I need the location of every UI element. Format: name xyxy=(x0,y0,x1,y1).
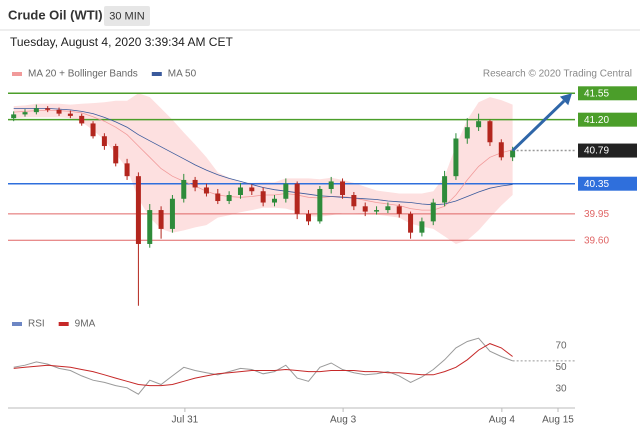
candle-body xyxy=(362,206,368,212)
candle-body xyxy=(408,213,414,233)
legend-swatch xyxy=(12,322,22,326)
candle-body xyxy=(90,123,96,137)
candle-body xyxy=(476,121,482,128)
candle-body xyxy=(317,188,323,222)
legend-label: 9MA xyxy=(75,319,96,330)
candle-body xyxy=(124,163,130,177)
candle-body xyxy=(396,206,402,214)
y-tick-label: 50 xyxy=(555,362,567,373)
candle-body xyxy=(67,113,73,116)
level-label: 40.79 xyxy=(584,146,609,157)
candle-body xyxy=(33,108,39,113)
candle-body xyxy=(147,210,153,244)
indicator-line xyxy=(13,343,513,387)
x-tick-label: Aug 3 xyxy=(330,415,357,426)
level-label: 40.35 xyxy=(584,179,609,190)
candle-body xyxy=(294,183,300,214)
legend-swatch xyxy=(151,72,162,76)
candle-body xyxy=(430,202,436,222)
level-box xyxy=(578,143,637,158)
candle-body xyxy=(510,150,516,158)
x-tick-label: Jul 31 xyxy=(172,415,199,426)
forecast-arrow xyxy=(511,99,566,152)
candle-body xyxy=(113,146,119,164)
datetime: Tuesday, August 4, 2020 3:39:34 AM CET xyxy=(10,35,233,49)
level-label: 41.55 xyxy=(584,88,609,99)
level-box xyxy=(578,86,637,101)
candle-body xyxy=(45,108,51,110)
y-tick-label: 30 xyxy=(555,383,567,394)
candle-body xyxy=(340,181,346,195)
candle-body xyxy=(203,187,209,194)
timeframe-badge[interactable] xyxy=(104,6,150,26)
candle-body xyxy=(260,191,266,203)
legend-label: MA 50 xyxy=(168,69,197,80)
candle-body xyxy=(181,179,187,199)
legend-label: MA 20 + Bollinger Bands xyxy=(28,69,138,80)
candle-body xyxy=(487,121,493,143)
candle-body xyxy=(453,138,459,177)
candle-body xyxy=(374,210,380,212)
x-tick-label: Aug 4 xyxy=(489,415,516,426)
level-label: 39.95 xyxy=(584,209,609,220)
indicator-line xyxy=(13,337,513,395)
candle-body xyxy=(385,206,391,211)
legend-swatch xyxy=(12,72,22,76)
level-box xyxy=(578,112,637,127)
level-label: 39.60 xyxy=(584,235,609,246)
candle-body xyxy=(101,136,107,147)
legend-label: RSI xyxy=(28,319,45,330)
instrument-title: Crude Oil (WTI) xyxy=(8,7,103,22)
legend-swatch xyxy=(58,322,69,326)
candle-body xyxy=(249,187,255,192)
credit: Research © 2020 Trading Central xyxy=(483,69,632,80)
y-tick-label: 70 xyxy=(555,340,567,351)
candle-body xyxy=(11,114,17,119)
candle-body xyxy=(306,213,312,222)
candle-body xyxy=(419,221,425,233)
level-box xyxy=(578,176,637,191)
forecast-arrowhead xyxy=(559,93,572,106)
candle-body xyxy=(442,176,448,203)
candle-body xyxy=(237,187,243,195)
candle-body xyxy=(283,183,289,199)
candle-body xyxy=(56,109,62,114)
timeframe-label[interactable]: 30 MIN xyxy=(109,10,145,22)
candle-body xyxy=(192,179,198,188)
candle-body xyxy=(226,195,232,202)
candle-body xyxy=(215,193,221,202)
candle-body xyxy=(158,210,164,229)
candle-body xyxy=(22,112,28,115)
candle-body xyxy=(328,181,334,189)
candle-body xyxy=(169,198,175,229)
candle-body xyxy=(79,115,85,124)
level-label: 41.20 xyxy=(584,115,609,126)
candle-body xyxy=(351,195,357,207)
candle-body xyxy=(498,142,504,158)
candle-body xyxy=(271,198,277,203)
candle-body xyxy=(464,127,470,139)
x-tick-label: Aug 15 xyxy=(542,415,574,426)
candle-body xyxy=(135,176,141,244)
